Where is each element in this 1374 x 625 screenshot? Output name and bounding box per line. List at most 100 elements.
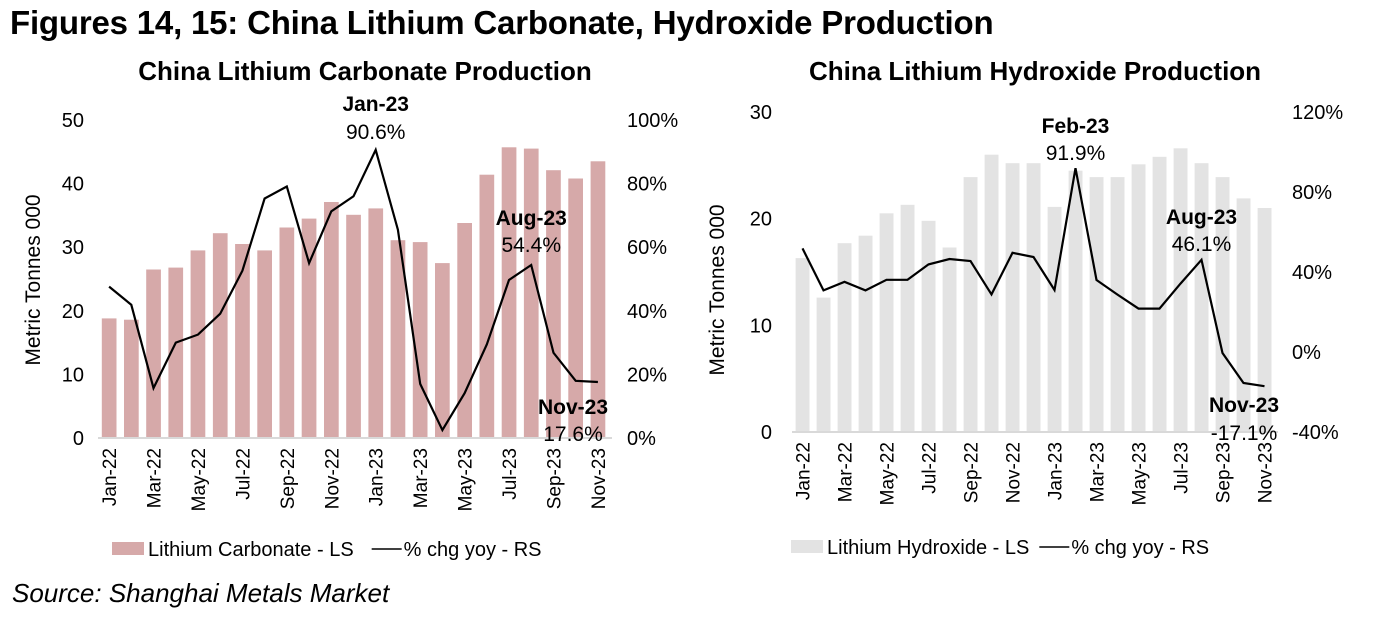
bar [1089, 177, 1104, 432]
y-right-tick-label: 80% [1292, 182, 1332, 204]
y-left-tick-label: 0 [73, 428, 84, 450]
x-tick-label: Jul-22 [233, 448, 254, 500]
y-right-tick-label: -40% [1292, 422, 1339, 444]
annotation-label: Jan-23 [342, 93, 409, 116]
bar [523, 148, 539, 438]
bar [190, 250, 206, 438]
y-left-tick-label: 10 [750, 315, 772, 337]
x-tick-label: Nov-23 [1256, 442, 1277, 503]
y-left-tick-label: 20 [750, 209, 772, 231]
bar [1047, 206, 1062, 432]
annotation-value: 91.9% [1046, 142, 1106, 165]
x-tick-label: Jul-22 [920, 442, 941, 494]
y-left-tick-label: 30 [62, 237, 84, 259]
bar [1257, 208, 1272, 432]
annotation-label: Aug-23 [496, 207, 567, 230]
bar [546, 170, 561, 438]
bar [1215, 177, 1230, 432]
x-tick-label: Sep-22 [962, 442, 983, 503]
bar [235, 244, 250, 438]
x-tick-label: Mar-22 [836, 442, 857, 502]
x-tick-label: Sep-23 [1214, 442, 1235, 503]
y-right-tick-label: 80% [627, 174, 667, 196]
bar [101, 318, 117, 438]
y-left-tick-label: 10 [62, 364, 84, 386]
y-right-tick-label: 40% [1292, 262, 1332, 284]
bar [435, 263, 450, 438]
annotation-value: 90.6% [346, 121, 406, 144]
bar [963, 177, 978, 432]
legend-bar-swatch [791, 540, 823, 553]
bar [1194, 163, 1209, 432]
bar [301, 218, 317, 438]
bar [168, 267, 184, 438]
annotation-label: Nov-23 [1209, 394, 1279, 417]
y-right-tick-label: 0% [1292, 342, 1321, 364]
y-left-tick-label: 0 [761, 422, 772, 444]
y-axis-label: Metric Tonnes 000 [22, 194, 45, 365]
legend-line-label: % chg yoy - RS [404, 539, 542, 561]
x-tick-label: Jul-23 [500, 448, 521, 500]
bar [1068, 170, 1083, 432]
bar [1131, 164, 1146, 433]
x-tick-label: Mar-23 [1088, 442, 1109, 502]
bar [279, 227, 295, 438]
bar [212, 233, 228, 438]
bar [501, 147, 517, 439]
x-tick-label: May-22 [189, 448, 210, 511]
legend-bar-label: Lithium Carbonate - LS [148, 539, 354, 561]
bar [124, 319, 139, 438]
legend-line-label: % chg yoy - RS [1071, 537, 1209, 559]
y-left-tick-label: 30 [750, 102, 772, 124]
bar [942, 247, 957, 432]
annotation-label: Nov-23 [538, 396, 608, 419]
x-tick-label: Jan-22 [100, 448, 121, 506]
bar [921, 220, 936, 432]
x-tick-label: Jan-22 [794, 442, 815, 500]
annotation-label: Aug-23 [1166, 206, 1237, 229]
y-right-tick-label: 20% [627, 364, 667, 386]
bar [1236, 198, 1251, 432]
bar [816, 297, 831, 432]
annotation-value: 46.1% [1172, 233, 1232, 256]
y-right-tick-label: 120% [1292, 102, 1343, 124]
x-tick-label: Sep-23 [544, 448, 565, 509]
chart-title: China Lithium Hydroxide Production [809, 56, 1261, 86]
bar [795, 258, 810, 432]
bar [900, 204, 915, 432]
y-left-tick-label: 40 [62, 174, 84, 196]
x-tick-label: May-22 [878, 442, 899, 505]
bar [1005, 163, 1020, 432]
bar [590, 161, 606, 439]
bar [1152, 156, 1167, 433]
bar [368, 208, 384, 438]
bar [324, 202, 339, 438]
figure-title: Figures 14, 15: China Lithium Carbonate,… [10, 4, 994, 41]
bar [568, 178, 583, 438]
bar [412, 242, 428, 438]
y-right-tick-label: 40% [627, 301, 667, 323]
x-tick-label: Jul-23 [1172, 442, 1193, 494]
x-tick-label: Jan-23 [1046, 442, 1067, 500]
annotation-value: 17.6% [543, 423, 603, 446]
x-tick-label: May-23 [456, 448, 477, 511]
x-tick-label: Jan-23 [367, 448, 388, 506]
bar [1026, 163, 1041, 432]
bar [879, 213, 894, 432]
annotation-value: -17.1% [1211, 422, 1278, 445]
bar [146, 269, 161, 438]
carbonate-chart: China Lithium Carbonate Production 0 10 20 3… [22, 56, 678, 561]
legend-bar-label: Lithium Hydroxide - LS [827, 537, 1029, 559]
bar [257, 250, 272, 438]
y-right-tick-label: 0% [627, 428, 656, 450]
x-tick-label: Nov-23 [589, 448, 610, 509]
bar [390, 240, 406, 438]
x-tick-label: May-23 [1130, 442, 1151, 505]
y-right-tick-label: 60% [627, 237, 667, 259]
bar [1110, 177, 1125, 432]
y-left-tick-label: 50 [62, 110, 84, 132]
bar [346, 214, 361, 438]
hydroxide-chart: China Lithium Hydroxide Production 0 10 20 3… [706, 56, 1343, 559]
source-note: Source: Shanghai Metals Market [12, 578, 390, 608]
